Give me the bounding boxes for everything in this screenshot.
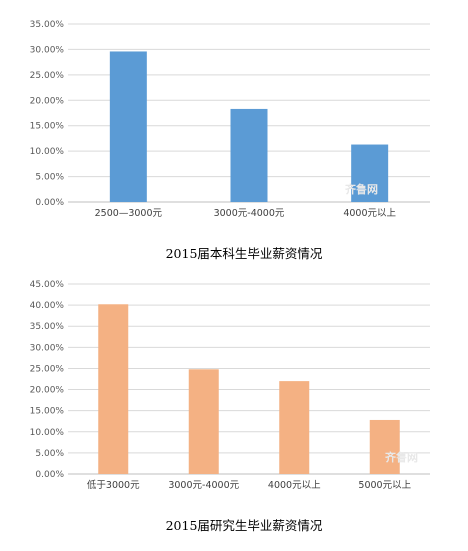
y-tick-label: 20.00% [30,96,65,106]
bar [369,419,400,474]
y-tick-label: 15.00% [30,122,65,132]
y-tick-label: 30.00% [30,45,65,55]
x-category-label: 低于3000元 [87,479,140,491]
y-tick-label: 15.00% [30,407,65,417]
chart-title-graduate: 2015届研究生毕业薪资情况 [166,518,323,533]
x-category-label: 4000元以上 [268,480,321,491]
y-tick-label: 10.00% [30,428,65,438]
bar [109,51,147,202]
x-category-label: 3000元-4000元 [214,208,285,219]
y-tick-label: 5.00% [35,449,64,459]
chart-undergraduate: 0.00% 5.00% 10.00% 15.00% 20.00% 25.00% 30.00%… [30,20,430,219]
watermark: 齐鲁网 [345,182,378,196]
bar [279,381,310,474]
x-category-label: 3000元-4000元 [168,480,239,491]
y-tick-label: 30.00% [30,343,65,353]
y-tick-label: 10.00% [30,147,65,157]
y-tick-label: 5.00% [35,173,64,183]
x-category-label: 5000元以上 [358,480,411,491]
chart-title-undergraduate: 2015届本科生毕业薪资情况 [166,246,323,261]
x-category-label: 2500—3000元 [95,208,163,219]
y-tick-label: 35.00% [30,322,65,332]
y-tick-label: 25.00% [30,364,65,374]
bar [351,144,389,202]
bar [188,369,219,474]
x-category-label: 4000元以上 [343,208,396,219]
bar [230,108,268,202]
y-tick-label: 40.00% [30,301,65,311]
watermark: 齐鲁网 [385,450,418,464]
y-tick-label: 45.00% [30,280,65,290]
y-tick-label: 0.00% [35,198,64,208]
y-tick-label: 35.00% [30,20,65,30]
y-tick-label: 20.00% [30,386,65,396]
y-tick-label: 25.00% [30,71,65,81]
chart-graduate: 0.00% 5.00% 10.00% 15.00% 20.00% 25.00% 30.00%… [30,280,430,491]
y-tick-label: 0.00% [35,470,64,480]
bar [98,304,129,474]
